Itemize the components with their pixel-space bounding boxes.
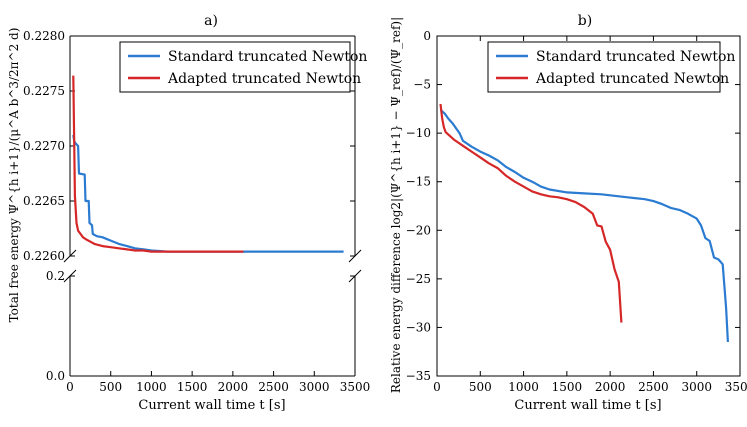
panel-b-x-tick-label: 3000 bbox=[681, 380, 712, 394]
panel-a-y-tick-label: 0.2270 bbox=[23, 139, 65, 153]
panel-a: a) 0 500 1000 1500 2000 2500 3000 3500 0.22600.… bbox=[7, 13, 370, 413]
panel-b-x-tick-label: 500 bbox=[469, 380, 492, 394]
panel-b-y-tick-label: −20 bbox=[406, 223, 431, 237]
panel-b-y-tick-label: −30 bbox=[406, 320, 431, 334]
panel-a-legend-box bbox=[119, 41, 351, 93]
panel-b-y-axis-label: Relative energy difference log2|(Ψ^{h i+… bbox=[389, 17, 403, 393]
panel-b-y-tick-label: −15 bbox=[406, 175, 431, 189]
panel-a-legend-adapted-label: Adapted truncated Newton bbox=[167, 71, 361, 87]
panel-b-title: b) bbox=[578, 13, 592, 29]
panel-b-x-tick-label: 1000 bbox=[508, 380, 539, 394]
panel-b-y-tick-label: −35 bbox=[406, 369, 431, 383]
panel-b-legend: Standard truncated Newton Adapted trunca… bbox=[487, 41, 735, 93]
panel-b-y-tick-label: −25 bbox=[406, 272, 431, 286]
panel-a-adapted-series-line bbox=[72, 75, 244, 253]
panel-a-x-tick-label: 500 bbox=[99, 380, 122, 394]
panel-b-standard-series-line bbox=[439, 108, 729, 343]
panel-a-standard-series-line bbox=[72, 134, 344, 253]
panel-b-x-axis-label: Current wall time t [s] bbox=[514, 398, 661, 413]
panel-b-frame bbox=[436, 35, 741, 377]
panel-a-x-tick-label: 3500 bbox=[340, 380, 371, 394]
panel-b-x-tick-label: 0 bbox=[433, 380, 441, 394]
panel-b-series bbox=[439, 103, 729, 343]
panel-b-y-tick-label: 0 bbox=[423, 29, 431, 43]
panel-a-y-tick-label: 0.2265 bbox=[23, 194, 65, 208]
panel-a-y-axis-label: Total free energy Ψ^{h i+1}/(μ^A b^3/2π^… bbox=[7, 28, 21, 323]
panel-a-legend: Standard truncated Newton Adapted trunca… bbox=[119, 41, 367, 93]
panel-b-adapted-series-line bbox=[439, 103, 623, 323]
panel-a-x-tick-label: 2000 bbox=[218, 380, 249, 394]
panel-a-y-tick-label: 0.2275 bbox=[23, 84, 65, 98]
panel-b-x-ticks: 0 500 1000 1500 2000 2500 3000 3500 bbox=[433, 36, 747, 394]
panel-a-y-tick-label: 0.0 bbox=[46, 369, 65, 383]
panel-a-y-ticks-upper: 0.2260 0.2265 0.2270 0.2275 0.2280 bbox=[23, 29, 355, 263]
panel-b-x-tick-label: 1500 bbox=[552, 380, 583, 394]
panel-a-y-tick-label: 0.2260 bbox=[23, 249, 65, 263]
panel-a-lower-frame bbox=[69, 276, 356, 377]
panel-a-y-tick-label: 0.2280 bbox=[23, 29, 65, 43]
panel-a-x-tick-label: 2500 bbox=[258, 380, 289, 394]
panel-a-title: a) bbox=[204, 13, 218, 29]
panel-b-y-tick-label: −10 bbox=[406, 126, 431, 140]
panel-b-legend-box bbox=[487, 41, 721, 93]
panel-b-legend-standard-label: Standard truncated Newton bbox=[536, 49, 735, 65]
panel-a-x-axis-label: Current wall time t [s] bbox=[138, 398, 285, 413]
panel-a-x-tick-label: 1000 bbox=[136, 380, 167, 394]
panel-a-y-ticks-lower: 0.0 0.2 bbox=[46, 269, 355, 383]
panel-b-y-tick-label: −5 bbox=[413, 78, 431, 92]
panel-a-legend-standard-label: Standard truncated Newton bbox=[168, 49, 367, 65]
panel-b-y-ticks: −35 −30 −25 −20 −15 −10 −5 0 bbox=[406, 29, 740, 383]
panel-a-x-tick-label: 0 bbox=[66, 380, 74, 394]
panel-b-legend-adapted-label: Adapted truncated Newton bbox=[535, 71, 729, 87]
panel-b-x-tick-label: 2000 bbox=[595, 380, 626, 394]
panel-a-axis-break-marks bbox=[63, 249, 362, 283]
panel-a-x-tick-label: 3000 bbox=[299, 380, 330, 394]
panel-a-x-ticks: 0 500 1000 1500 2000 2500 3000 3500 bbox=[66, 371, 370, 394]
panel-a-x-tick-label: 1500 bbox=[177, 380, 208, 394]
panel-b: b) 0 500 1000 1500 2000 2500 3000 3500 −35 −30 −2… bbox=[389, 13, 747, 413]
panel-a-series bbox=[72, 75, 344, 253]
panel-b-x-tick-label: 2500 bbox=[638, 380, 669, 394]
panel-a-y-tick-label: 0.2 bbox=[46, 269, 65, 283]
panel-b-x-tick-label: 3500 bbox=[725, 380, 747, 394]
